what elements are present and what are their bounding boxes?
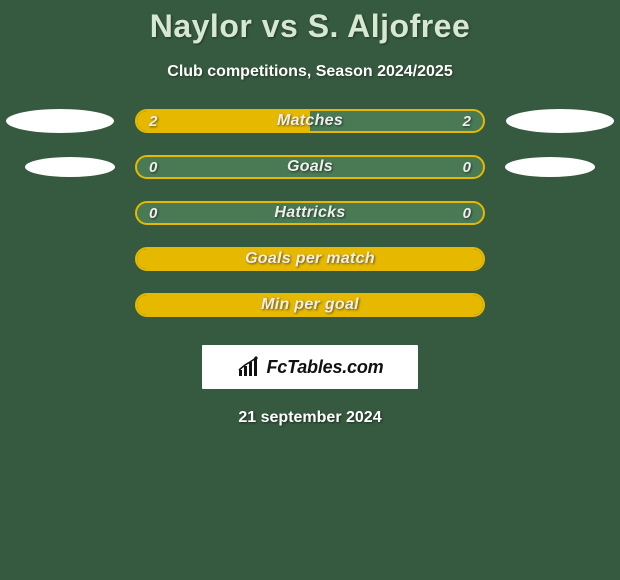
stat-value-left: 0	[149, 205, 157, 222]
stat-bar: 0 0 Hattricks	[135, 201, 485, 225]
stat-label: Goals	[287, 158, 333, 176]
stat-row: Goals per match	[0, 247, 620, 271]
stat-value-right: 0	[463, 205, 471, 222]
stat-value-right: 2	[463, 113, 471, 130]
stat-bar: 2 2 Matches	[135, 109, 485, 133]
stat-label: Goals per match	[245, 250, 375, 268]
player1-name: Naylor	[150, 8, 253, 44]
stat-bar: Min per goal	[135, 293, 485, 317]
stat-value-left: 0	[149, 159, 157, 176]
stat-label: Min per goal	[261, 296, 359, 314]
date-label: 21 september 2024	[238, 409, 381, 427]
brand-label: FcTables.com	[267, 357, 384, 378]
stats-card: Naylor vs S. Aljofree Club competitions,…	[0, 0, 620, 427]
stat-label: Matches	[277, 112, 343, 130]
stat-row: 0 0 Hattricks	[0, 201, 620, 225]
subtitle: Club competitions, Season 2024/2025	[167, 63, 452, 81]
player-marker-left	[25, 157, 115, 177]
player-marker-right	[505, 157, 595, 177]
player2-name: S. Aljofree	[308, 8, 471, 44]
chart-icon	[237, 356, 263, 378]
stat-row: Min per goal	[0, 293, 620, 317]
stats-list: 2 2 Matches 0 0 Goals 0 0 Hattricks Goals per mat…	[0, 109, 620, 317]
stat-bar: 0 0 Goals	[135, 155, 485, 179]
stat-bar: Goals per match	[135, 247, 485, 271]
stat-label: Hattricks	[274, 204, 345, 222]
brand-box[interactable]: FcTables.com	[202, 345, 418, 389]
player-marker-right	[506, 109, 614, 133]
stat-value-left: 2	[149, 113, 157, 130]
title: Naylor vs S. Aljofree	[150, 8, 471, 45]
player-marker-left	[6, 109, 114, 133]
stat-value-right: 0	[463, 159, 471, 176]
vs-label: vs	[262, 8, 299, 44]
stat-row: 2 2 Matches	[0, 109, 620, 133]
stat-row: 0 0 Goals	[0, 155, 620, 179]
